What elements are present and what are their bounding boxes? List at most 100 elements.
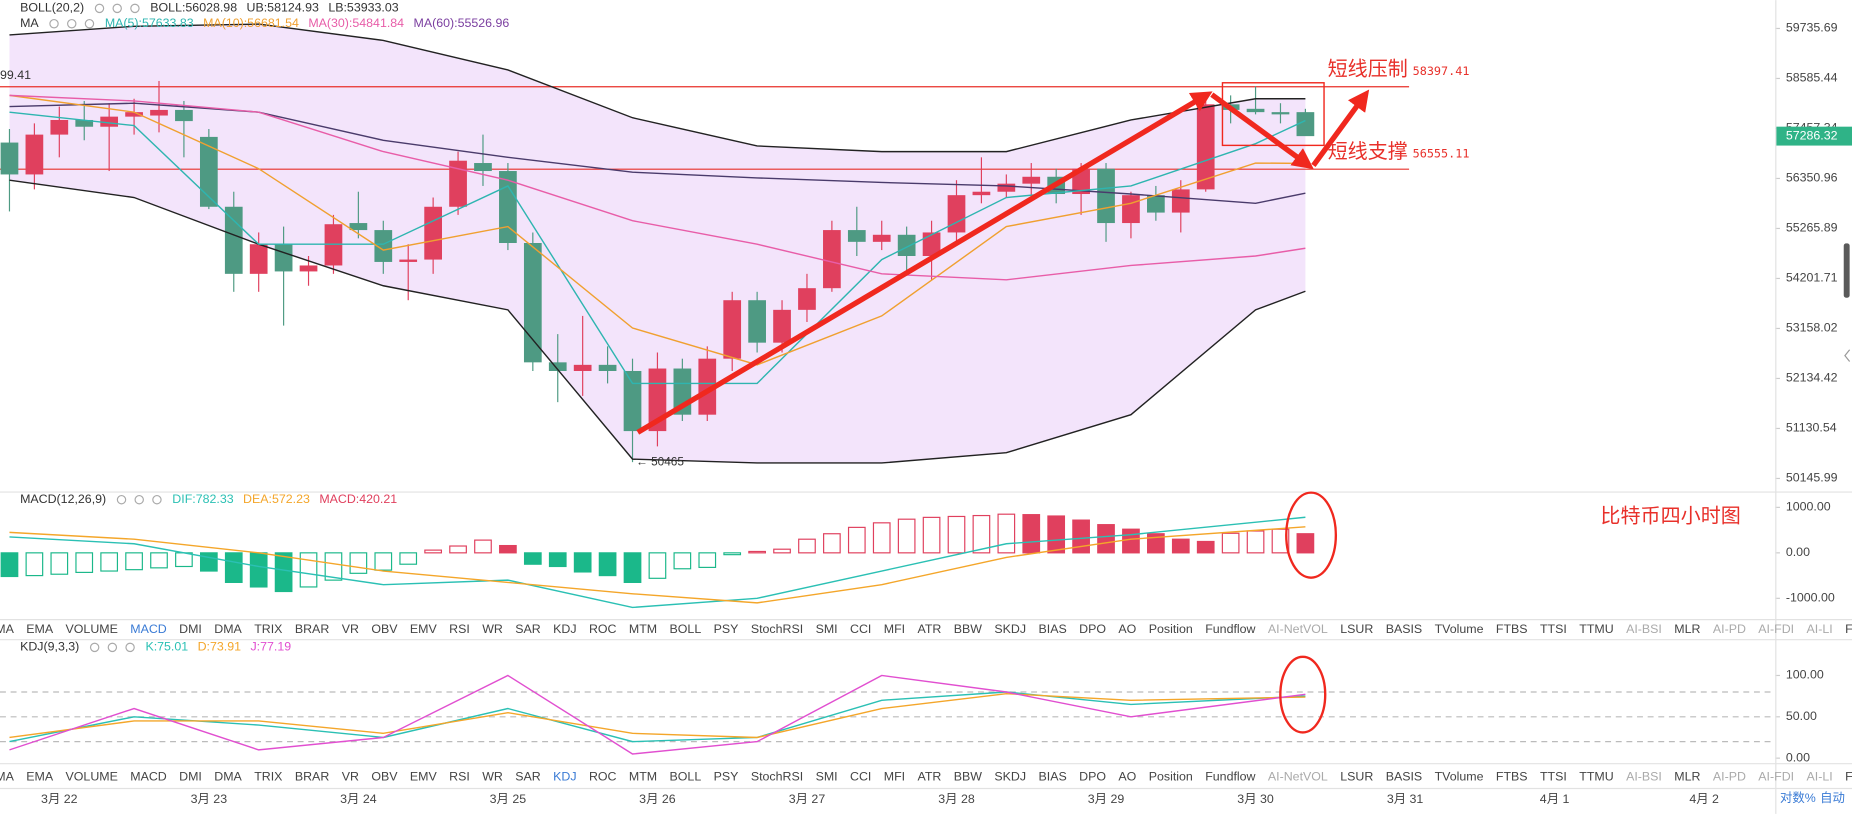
indicator-tab[interactable]: MACD <box>130 770 167 784</box>
indicator-tab[interactable]: MLR <box>1674 622 1700 636</box>
indicator-icon[interactable] <box>134 494 144 505</box>
indicator-tab[interactable]: WR <box>482 622 503 636</box>
indicator-tab[interactable]: AO <box>1118 622 1136 636</box>
indicator-icon[interactable] <box>94 3 105 14</box>
indicator-tab[interactable]: TRIX <box>254 622 282 636</box>
indicator-tab[interactable]: BIAS <box>1039 770 1067 784</box>
indicator-tab[interactable]: AI-FDI <box>1758 770 1794 784</box>
scroll-handle[interactable] <box>1843 243 1850 298</box>
indicator-tab[interactable]: FR <box>1845 622 1852 636</box>
indicator-tab[interactable]: PSY <box>714 770 739 784</box>
indicator-tab[interactable]: ROC <box>589 770 617 784</box>
indicator-tab[interactable]: Fundflow <box>1205 770 1255 784</box>
indicator-tab[interactable]: SMI <box>816 622 838 636</box>
indicator-tab[interactable]: RSI <box>449 770 470 784</box>
indicator-tab[interactable]: CCI <box>850 770 871 784</box>
indicator-tab[interactable]: TTMU <box>1579 622 1613 636</box>
indicator-icon[interactable] <box>130 3 140 14</box>
indicator-tab[interactable]: TTSI <box>1540 622 1567 636</box>
indicator-tab[interactable]: VOLUME <box>66 770 118 784</box>
indicator-tab[interactable]: StochRSI <box>751 770 803 784</box>
indicator-tab[interactable]: SAR <box>515 622 541 636</box>
indicator-tab[interactable]: MTM <box>629 770 657 784</box>
indicator-tab[interactable]: DMA <box>214 622 242 636</box>
indicator-tab[interactable]: Fundflow <box>1205 622 1255 636</box>
indicator-tab[interactable]: BOLL <box>670 622 702 636</box>
indicator-tab[interactable]: BOLL <box>670 770 702 784</box>
indicator-icon[interactable] <box>152 494 162 505</box>
indicator-tab[interactable]: AI-PD <box>1713 770 1746 784</box>
indicator-tab[interactable]: BIAS <box>1039 622 1067 636</box>
indicator-tab[interactable]: DPO <box>1079 622 1106 636</box>
indicator-tab[interactable]: TVolume <box>1435 622 1484 636</box>
indicator-tab[interactable]: EMA <box>26 622 54 636</box>
indicator-tab[interactable]: MA <box>0 770 15 784</box>
indicator-tab[interactable]: LSUR <box>1340 770 1373 784</box>
indicator-tab[interactable]: VOLUME <box>66 622 118 636</box>
indicator-tab[interactable]: AI-LI <box>1807 770 1833 784</box>
indicator-tab[interactable]: DMA <box>214 770 242 784</box>
indicator-icon[interactable] <box>89 642 100 653</box>
indicator-tab[interactable]: KDJ <box>553 622 576 636</box>
indicator-tab[interactable]: TRIX <box>254 770 282 784</box>
indicator-tab[interactable]: PSY <box>714 622 739 636</box>
indicator-tab[interactable]: SKDJ <box>994 770 1026 784</box>
indicator-tab[interactable]: BRAR <box>295 770 329 784</box>
indicator-tab[interactable]: BASIS <box>1386 622 1423 636</box>
indicator-tab[interactable]: SAR <box>515 770 541 784</box>
indicator-tab[interactable]: MFI <box>884 770 905 784</box>
indicator-tab[interactable]: TVolume <box>1435 770 1484 784</box>
indicator-tab[interactable]: BBW <box>954 622 983 636</box>
indicator-tab[interactable]: VR <box>342 622 359 636</box>
indicator-tab[interactable]: AI-LI <box>1807 622 1833 636</box>
indicator-icon[interactable] <box>116 494 127 505</box>
indicator-tab[interactable]: LSUR <box>1340 622 1373 636</box>
indicator-tab[interactable]: DPO <box>1079 770 1106 784</box>
indicator-tab[interactable]: DMI <box>179 622 202 636</box>
indicator-tab[interactable]: Position <box>1149 770 1193 784</box>
indicator-tab[interactable]: SKDJ <box>994 622 1026 636</box>
indicator-tab[interactable]: AO <box>1118 770 1136 784</box>
indicator-tab[interactable]: FTBS <box>1496 622 1528 636</box>
indicator-tab[interactable]: ROC <box>589 622 617 636</box>
percent-toggle[interactable]: % <box>1805 791 1816 805</box>
auto-toggle[interactable]: 自动 <box>1820 791 1845 805</box>
indicator-tab[interactable]: TTSI <box>1540 770 1567 784</box>
indicator-tab[interactable]: EMV <box>410 622 438 636</box>
indicator-tab[interactable]: OBV <box>371 622 398 636</box>
indicator-tab[interactable]: WR <box>482 770 503 784</box>
indicator-tab[interactable]: EMA <box>26 770 54 784</box>
indicator-tab[interactable]: AI-PD <box>1713 622 1746 636</box>
indicator-tab[interactable]: KDJ <box>553 770 576 784</box>
indicator-tab[interactable]: AI-BSI <box>1626 622 1662 636</box>
indicator-tab[interactable]: ATR <box>918 770 942 784</box>
scroll-arrow[interactable] <box>1844 349 1851 362</box>
indicator-tab[interactable]: RSI <box>449 622 470 636</box>
indicator-icon[interactable] <box>107 642 118 653</box>
indicator-icon[interactable] <box>112 3 122 14</box>
indicator-tab[interactable]: AI-FDI <box>1758 622 1794 636</box>
indicator-tab[interactable]: TTMU <box>1579 770 1613 784</box>
indicator-icon[interactable] <box>67 19 77 29</box>
indicator-tab[interactable]: OBV <box>371 770 398 784</box>
indicator-tab[interactable]: FTBS <box>1496 770 1528 784</box>
indicator-tab[interactable]: MFI <box>884 622 905 636</box>
indicator-tab[interactable]: ATR <box>918 622 942 636</box>
indicator-tab[interactable]: EMV <box>410 770 438 784</box>
indicator-tab[interactable]: BBW <box>954 770 983 784</box>
indicator-tab[interactable]: Position <box>1149 622 1193 636</box>
indicator-tab[interactable]: MACD <box>130 622 167 636</box>
indicator-tab[interactable]: FR <box>1845 770 1852 784</box>
log-toggle[interactable]: 对数 <box>1780 790 1805 805</box>
indicator-tab[interactable]: MTM <box>629 622 657 636</box>
indicator-tab[interactable]: SMI <box>816 770 838 784</box>
indicator-tab[interactable]: AI-BSI <box>1626 770 1662 784</box>
indicator-tab[interactable]: StochRSI <box>751 622 803 636</box>
indicator-tab[interactable]: DMI <box>179 770 202 784</box>
indicator-tab[interactable]: CCI <box>850 622 871 636</box>
indicator-icon[interactable] <box>49 19 59 29</box>
indicator-tab[interactable]: MLR <box>1674 770 1700 784</box>
indicator-icon[interactable] <box>125 642 135 653</box>
scrollbar[interactable] <box>1843 243 1851 362</box>
indicator-tab[interactable]: VR <box>342 770 359 784</box>
